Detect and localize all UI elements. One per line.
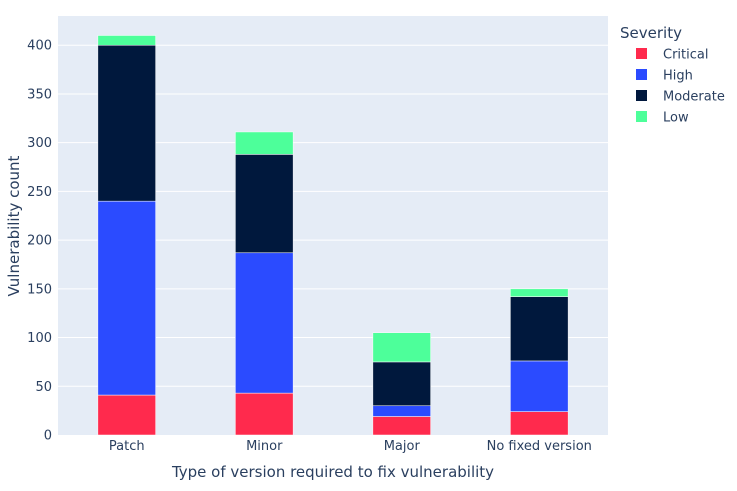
bar-high-major[interactable] bbox=[372, 405, 431, 417]
y-tick-label: 300 bbox=[27, 136, 52, 151]
legend-swatch-critical[interactable] bbox=[636, 48, 647, 59]
bar-low-major[interactable] bbox=[372, 332, 431, 363]
x-tick-label: No fixed version bbox=[487, 439, 592, 454]
bar-critical-patch[interactable] bbox=[97, 394, 156, 436]
bar-critical-no-fixed-version[interactable] bbox=[510, 411, 569, 436]
bar-moderate-patch[interactable] bbox=[97, 44, 156, 202]
bars bbox=[97, 35, 569, 436]
legend-label-critical: Critical bbox=[663, 48, 708, 63]
bar-moderate-major[interactable] bbox=[372, 361, 431, 407]
bar-high-patch[interactable] bbox=[97, 200, 156, 396]
x-tick-label: Major bbox=[384, 439, 421, 454]
x-tick-label: Minor bbox=[246, 439, 283, 454]
y-tick-label: 200 bbox=[27, 234, 52, 249]
bar-high-minor[interactable] bbox=[235, 252, 294, 394]
bar-low-patch[interactable] bbox=[97, 35, 156, 46]
x-tick-labels: Patch Minor Major No fixed version bbox=[109, 439, 592, 454]
bar-low-no-fixed-version[interactable] bbox=[510, 288, 569, 297]
legend-label-moderate: Moderate bbox=[663, 90, 725, 105]
y-tick-label: 0 bbox=[44, 429, 52, 444]
legend-swatch-moderate[interactable] bbox=[636, 90, 647, 101]
legend-title: Severity bbox=[620, 24, 682, 42]
y-tick-label: 250 bbox=[27, 185, 52, 200]
y-tick-label: 150 bbox=[27, 282, 52, 297]
y-tick-labels: 0 50 100 150 200 250 300 350 400 bbox=[27, 39, 52, 444]
y-tick-label: 350 bbox=[27, 87, 52, 102]
x-tick-label: Patch bbox=[109, 439, 145, 454]
y-tick-label: 100 bbox=[27, 331, 52, 346]
bar-low-minor[interactable] bbox=[235, 131, 294, 155]
legend: Severity Critical High Moderate Low bbox=[620, 24, 725, 126]
legend-label-low: Low bbox=[663, 111, 689, 126]
legend-swatch-high[interactable] bbox=[636, 69, 647, 80]
y-tick-label: 400 bbox=[27, 39, 52, 54]
x-axis-title: Type of version required to fix vulnerab… bbox=[171, 463, 494, 481]
y-axis-title: Vulnerability count bbox=[5, 155, 23, 296]
bar-critical-minor[interactable] bbox=[235, 392, 294, 436]
legend-label-high: High bbox=[663, 69, 693, 84]
legend-swatch-low[interactable] bbox=[636, 111, 647, 122]
bar-high-no-fixed-version[interactable] bbox=[510, 360, 569, 412]
bar-critical-major[interactable] bbox=[372, 416, 431, 436]
y-tick-label: 50 bbox=[35, 380, 52, 395]
bar-moderate-minor[interactable] bbox=[235, 154, 294, 254]
bar-moderate-no-fixed-version[interactable] bbox=[510, 296, 569, 362]
